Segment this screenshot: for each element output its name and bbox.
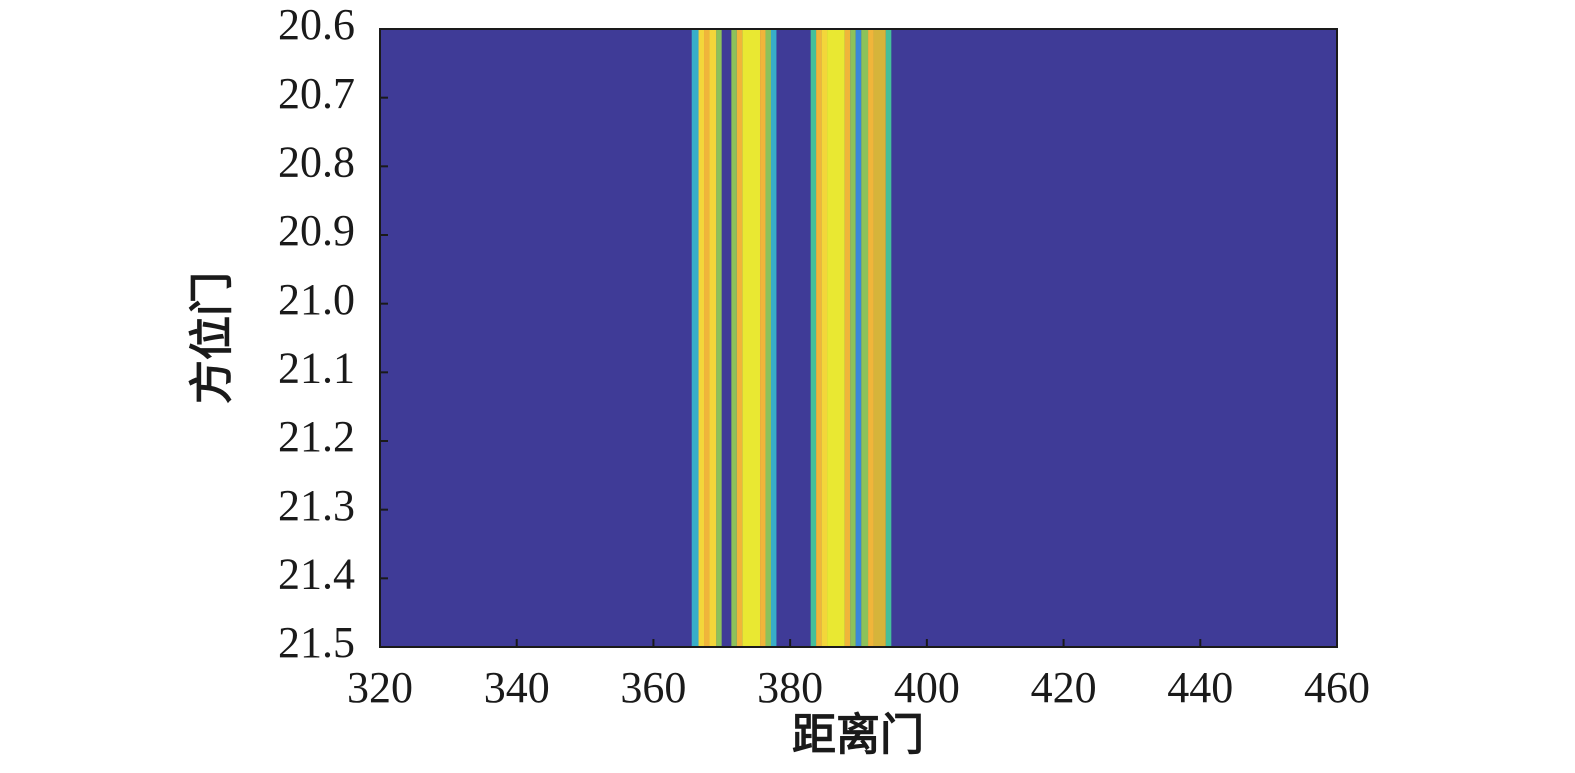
y-tick-label: 20.9 (278, 206, 355, 255)
heatmap-cell (861, 29, 869, 647)
heatmap-cell (698, 29, 705, 647)
x-tick-label: 340 (484, 663, 550, 712)
heatmap-cell (885, 29, 892, 647)
y-tick-label: 21.2 (278, 412, 355, 461)
heatmap-cell (716, 29, 722, 647)
heatmap-cell (821, 29, 828, 647)
heatmap-cell (731, 29, 737, 647)
heatmap-cell (816, 29, 822, 647)
heatmap-cell (855, 29, 862, 647)
y-tick-label: 20.6 (278, 0, 355, 49)
heatmap-cell (810, 29, 817, 647)
heatmap-cell (771, 29, 777, 647)
x-tick-label: 320 (347, 663, 413, 712)
y-tick-label: 21.1 (278, 343, 355, 392)
heatmap-cell (721, 29, 732, 647)
heatmap-cell (776, 29, 811, 647)
heatmap-cell (873, 29, 886, 647)
y-tick-label: 21.0 (278, 275, 355, 324)
heatmap-cell (709, 29, 717, 647)
plot-frame (379, 28, 1338, 648)
heatmap-cell (760, 29, 766, 647)
heatmap-cell (868, 29, 874, 647)
heatmap-cell (844, 29, 851, 647)
y-tick-label: 21.3 (278, 481, 355, 530)
x-tick-label: 360 (620, 663, 686, 712)
heatmap-cell (765, 29, 772, 647)
heatmap-cell (850, 29, 856, 647)
x-tick-label: 440 (1167, 663, 1233, 712)
heatmap-cell (736, 29, 743, 647)
x-axis-title: 距离门 (792, 710, 924, 761)
heatmap-cell (742, 29, 761, 647)
y-tick-label: 20.7 (278, 69, 355, 118)
y-tick-label: 21.5 (278, 618, 355, 667)
heatmap-cell (691, 29, 699, 647)
y-tick-label: 20.8 (278, 137, 355, 186)
x-tick-label: 400 (894, 663, 960, 712)
x-tick-label: 420 (1031, 663, 1097, 712)
y-tick-label: 21.4 (278, 549, 355, 598)
y-axis-title: 方位门 (187, 272, 238, 404)
x-tick-label: 380 (757, 663, 823, 712)
x-tick-label: 460 (1304, 663, 1370, 712)
heatmap-cell (827, 29, 845, 647)
heatmap-cell (704, 29, 710, 647)
